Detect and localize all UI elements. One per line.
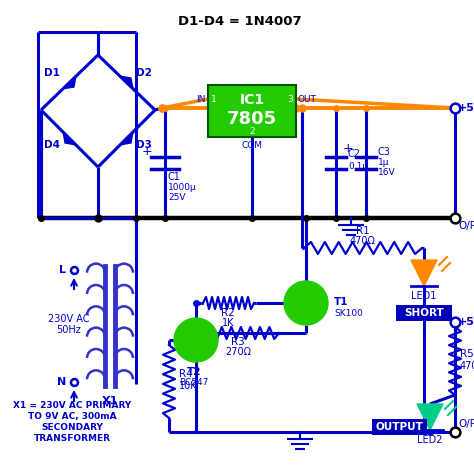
Text: 470Ω: 470Ω (350, 236, 376, 246)
Text: R4: R4 (179, 369, 193, 379)
Text: R2: R2 (221, 308, 235, 318)
Text: D3: D3 (136, 140, 152, 150)
Text: 2: 2 (249, 126, 255, 136)
Text: +5V: +5V (458, 103, 474, 113)
Text: TRANSFORMER: TRANSFORMER (34, 434, 110, 443)
Text: C1: C1 (168, 172, 181, 182)
Text: O/P1: O/P1 (458, 221, 474, 231)
Text: IC1: IC1 (239, 93, 264, 107)
Text: 1: 1 (211, 95, 217, 103)
Circle shape (174, 318, 218, 362)
Polygon shape (411, 260, 437, 286)
Text: R1: R1 (356, 226, 370, 236)
Text: LED1: LED1 (411, 291, 437, 301)
Text: D1-D4 = 1N4007: D1-D4 = 1N4007 (178, 15, 302, 28)
Text: TO 9V AC, 300mA: TO 9V AC, 300mA (27, 412, 116, 421)
Polygon shape (63, 76, 76, 89)
Text: SHORT: SHORT (404, 308, 444, 318)
Text: COM: COM (241, 140, 263, 149)
Text: T2: T2 (187, 367, 201, 377)
Polygon shape (120, 132, 133, 145)
Text: +: + (343, 142, 353, 155)
Text: C3: C3 (378, 147, 391, 157)
Text: R3: R3 (231, 337, 245, 347)
Text: C2: C2 (348, 149, 361, 159)
Text: X1: X1 (102, 396, 118, 406)
Text: 7805: 7805 (227, 110, 277, 128)
Text: 270Ω: 270Ω (225, 347, 251, 357)
Text: 50Hz: 50Hz (56, 325, 82, 335)
Text: IN: IN (197, 95, 206, 103)
Text: 10K: 10K (179, 381, 198, 391)
Text: 1K: 1K (222, 318, 234, 328)
Text: D1: D1 (44, 68, 60, 78)
Polygon shape (120, 76, 133, 89)
Text: BC547: BC547 (179, 378, 209, 387)
Text: 0.1μ: 0.1μ (348, 162, 368, 171)
Text: SECONDARY: SECONDARY (41, 423, 103, 432)
Text: 470Ω: 470Ω (460, 361, 474, 371)
Text: D2: D2 (136, 68, 152, 78)
Text: O/P2: O/P2 (458, 419, 474, 429)
FancyBboxPatch shape (208, 85, 296, 137)
Polygon shape (417, 404, 443, 430)
Polygon shape (63, 132, 76, 145)
Text: L: L (59, 265, 66, 275)
Text: SK100: SK100 (334, 309, 363, 318)
Text: 16V: 16V (378, 168, 396, 177)
Text: D4: D4 (44, 140, 60, 150)
Text: 1μ: 1μ (378, 158, 390, 167)
Text: +: + (142, 145, 152, 158)
Text: +5V: +5V (458, 317, 474, 327)
FancyBboxPatch shape (396, 305, 452, 321)
Text: 1000μ: 1000μ (168, 183, 197, 192)
Text: R5: R5 (460, 349, 474, 359)
Circle shape (284, 281, 328, 325)
Text: T1: T1 (334, 297, 348, 307)
Text: 3: 3 (287, 95, 293, 103)
FancyBboxPatch shape (372, 419, 427, 435)
Text: LED2: LED2 (417, 435, 443, 445)
Text: 25V: 25V (168, 193, 185, 202)
Text: X1 = 230V AC PRIMARY: X1 = 230V AC PRIMARY (13, 401, 131, 410)
Text: N: N (57, 377, 66, 387)
Text: OUTPUT: OUTPUT (375, 422, 423, 432)
Text: OUT: OUT (298, 95, 317, 103)
Text: 230V AC: 230V AC (48, 314, 90, 324)
